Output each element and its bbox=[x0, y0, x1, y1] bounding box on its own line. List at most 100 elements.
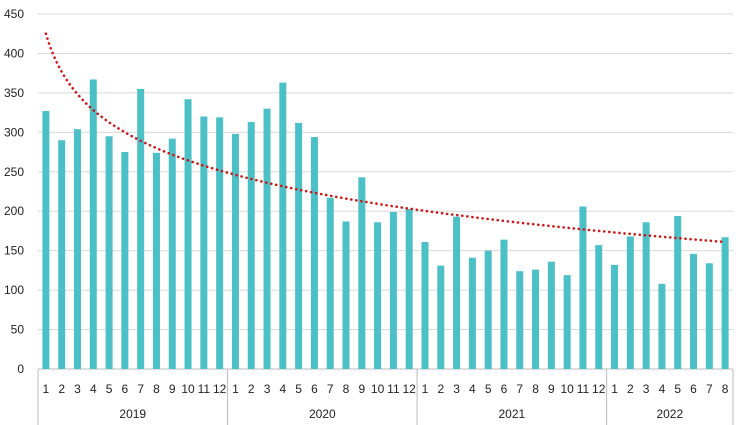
bar bbox=[516, 271, 524, 369]
month-label: 12 bbox=[403, 382, 417, 396]
bar bbox=[595, 245, 603, 369]
month-label: 7 bbox=[706, 382, 713, 396]
bar bbox=[626, 236, 634, 369]
bar bbox=[563, 275, 571, 369]
bar bbox=[168, 138, 176, 369]
y-tick-label: 300 bbox=[4, 125, 24, 139]
month-label: 2 bbox=[627, 382, 634, 396]
bar bbox=[295, 122, 303, 369]
month-label: 3 bbox=[453, 382, 460, 396]
month-label: 8 bbox=[722, 382, 729, 396]
bar bbox=[468, 257, 476, 369]
bar bbox=[358, 177, 366, 369]
bar bbox=[137, 88, 145, 369]
bar bbox=[642, 222, 650, 369]
bar bbox=[421, 241, 429, 369]
month-label: 10 bbox=[371, 382, 385, 396]
month-label: 4 bbox=[279, 382, 286, 396]
bar bbox=[247, 122, 255, 369]
bar bbox=[484, 250, 492, 369]
bar bbox=[547, 261, 555, 369]
month-label: 6 bbox=[501, 382, 508, 396]
month-label: 10 bbox=[560, 382, 574, 396]
bar bbox=[184, 99, 192, 369]
bar bbox=[405, 208, 413, 369]
bar bbox=[58, 140, 66, 369]
month-label: 12 bbox=[592, 382, 606, 396]
year-label: 2022 bbox=[656, 407, 683, 421]
month-label: 5 bbox=[295, 382, 302, 396]
bar bbox=[721, 237, 729, 369]
bar bbox=[105, 136, 113, 369]
bar bbox=[216, 117, 224, 369]
month-label: 8 bbox=[153, 382, 160, 396]
bar bbox=[42, 111, 50, 370]
bar bbox=[152, 152, 160, 369]
y-tick-label: 200 bbox=[4, 204, 24, 218]
y-tick-label: 250 bbox=[4, 165, 24, 179]
month-label: 4 bbox=[659, 382, 666, 396]
month-label: 3 bbox=[643, 382, 650, 396]
month-label: 7 bbox=[327, 382, 334, 396]
bar bbox=[263, 108, 271, 370]
bar bbox=[89, 79, 97, 369]
month-label: 6 bbox=[122, 382, 129, 396]
bar bbox=[200, 116, 208, 369]
bar bbox=[437, 265, 445, 369]
month-label: 12 bbox=[213, 382, 227, 396]
bar bbox=[453, 216, 461, 369]
month-label: 11 bbox=[387, 382, 400, 396]
trendline bbox=[44, 32, 727, 244]
bar bbox=[231, 133, 239, 369]
y-tick-label: 100 bbox=[4, 283, 24, 297]
month-label: 8 bbox=[532, 382, 539, 396]
month-label: 10 bbox=[181, 382, 195, 396]
bar bbox=[326, 197, 334, 369]
bar bbox=[310, 137, 318, 369]
month-label: 2 bbox=[248, 382, 255, 396]
bar bbox=[658, 283, 666, 369]
month-label: 3 bbox=[74, 382, 81, 396]
bar bbox=[674, 215, 682, 369]
y-tick-label: 350 bbox=[4, 86, 24, 100]
bar bbox=[121, 152, 129, 369]
month-label: 5 bbox=[106, 382, 113, 396]
month-label: 4 bbox=[90, 382, 97, 396]
month-label: 2 bbox=[437, 382, 444, 396]
y-tick-label: 0 bbox=[17, 362, 24, 376]
bar bbox=[705, 263, 713, 369]
month-label: 4 bbox=[469, 382, 476, 396]
month-label: 1 bbox=[43, 382, 50, 396]
month-label: 5 bbox=[485, 382, 492, 396]
bar bbox=[73, 129, 81, 369]
year-label: 2019 bbox=[119, 407, 146, 421]
year-label: 2021 bbox=[499, 407, 526, 421]
month-label: 1 bbox=[232, 382, 239, 396]
month-label: 5 bbox=[674, 382, 681, 396]
bar bbox=[389, 212, 397, 369]
month-label: 2 bbox=[58, 382, 65, 396]
month-label: 9 bbox=[169, 382, 176, 396]
bar bbox=[500, 239, 508, 369]
bar bbox=[279, 82, 287, 369]
bar bbox=[579, 206, 587, 369]
month-label: 1 bbox=[422, 382, 429, 396]
y-tick-label: 150 bbox=[4, 244, 24, 258]
month-label: 7 bbox=[516, 382, 523, 396]
month-label: 9 bbox=[548, 382, 555, 396]
month-label: 8 bbox=[343, 382, 350, 396]
y-tick-label: 400 bbox=[4, 46, 24, 60]
month-label: 1 bbox=[611, 382, 618, 396]
month-label: 3 bbox=[264, 382, 271, 396]
bar bbox=[532, 269, 540, 369]
month-label: 6 bbox=[690, 382, 697, 396]
month-label: 6 bbox=[311, 382, 318, 396]
bar bbox=[374, 222, 382, 369]
year-label: 2020 bbox=[309, 407, 336, 421]
month-label: 11 bbox=[198, 382, 211, 396]
bar bbox=[342, 221, 350, 369]
y-tick-label: 450 bbox=[4, 7, 24, 21]
bar bbox=[611, 264, 619, 369]
month-label: 11 bbox=[577, 382, 590, 396]
